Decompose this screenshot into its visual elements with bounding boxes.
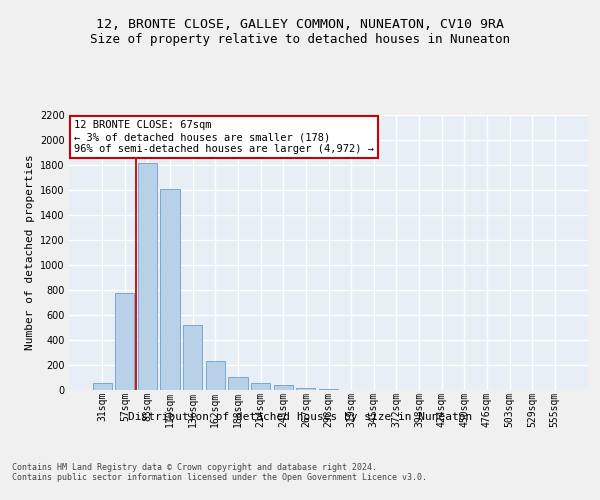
Bar [115,292,134,390]
Bar [296,388,316,390]
Bar [274,385,293,390]
Bar [138,162,157,390]
Bar [92,383,112,390]
Bar [160,188,180,390]
Bar [229,377,248,390]
Bar [183,325,202,390]
Text: 12 BRONTE CLOSE: 67sqm
← 3% of detached houses are smaller (178)
96% of semi-det: 12 BRONTE CLOSE: 67sqm ← 3% of detached … [74,120,374,154]
Bar [206,360,225,390]
Text: Contains HM Land Registry data © Crown copyright and database right 2024.
Contai: Contains HM Land Registry data © Crown c… [12,462,427,482]
Y-axis label: Number of detached properties: Number of detached properties [25,154,35,350]
Text: 12, BRONTE CLOSE, GALLEY COMMON, NUNEATON, CV10 9RA: 12, BRONTE CLOSE, GALLEY COMMON, NUNEATO… [96,18,504,30]
Text: Distribution of detached houses by size in Nuneaton: Distribution of detached houses by size … [128,412,472,422]
Text: Size of property relative to detached houses in Nuneaton: Size of property relative to detached ho… [90,32,510,46]
Bar [251,383,270,390]
